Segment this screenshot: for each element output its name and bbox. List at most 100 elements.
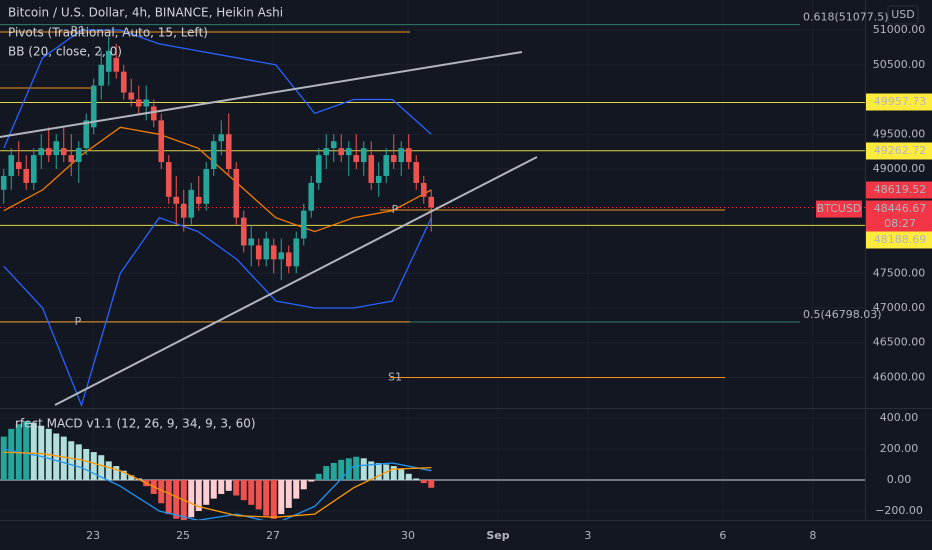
price-tag-label: 48446.67 xyxy=(874,202,927,215)
price-tag-label: 49957.73 xyxy=(874,95,927,108)
fib-label: 0.5(46798.03) xyxy=(803,308,882,321)
price-tag xyxy=(866,93,932,111)
histogram-bar xyxy=(113,466,120,481)
histogram-bar xyxy=(83,449,90,481)
histogram-bar xyxy=(75,444,82,481)
histogram-bar xyxy=(353,456,360,481)
candle-body xyxy=(413,162,420,183)
x-tick-label: 30 xyxy=(401,529,415,542)
indicator-label: Pivots (Traditional, Auto, 15, Left) xyxy=(8,26,208,40)
histogram-bar xyxy=(263,480,270,516)
x-tick-label: Sep xyxy=(486,529,509,542)
histogram-bar xyxy=(233,480,240,496)
histogram-bar xyxy=(188,480,195,518)
histogram-bar xyxy=(420,480,427,484)
x-tick-label: 25 xyxy=(176,529,190,542)
histogram-bar xyxy=(218,480,225,494)
histogram-bar xyxy=(225,480,232,491)
signal-line xyxy=(3,451,432,518)
candle-body xyxy=(210,141,217,170)
candle-body xyxy=(368,155,375,183)
trend-line xyxy=(54,156,538,406)
countdown: 08:27 xyxy=(884,217,916,230)
pivot-label: P xyxy=(392,203,399,216)
candle-body xyxy=(345,148,352,156)
histogram-bar xyxy=(345,458,352,481)
candle-body xyxy=(113,57,120,72)
y-tick-label: 0.00 xyxy=(887,473,912,486)
macd-pane xyxy=(0,421,435,520)
candle-body xyxy=(405,148,412,163)
price-tag-label: 49262.72 xyxy=(874,144,927,157)
pivot-label: S1 xyxy=(388,370,402,383)
candle-body xyxy=(360,148,367,163)
histogram-bar xyxy=(165,480,172,515)
candle-body xyxy=(375,175,382,183)
candle-body xyxy=(255,245,262,260)
candle-body xyxy=(323,148,330,156)
bb-lower xyxy=(3,216,432,408)
histogram-bar xyxy=(98,455,105,481)
histogram-bar xyxy=(203,480,210,505)
histogram-bar xyxy=(68,441,75,481)
price-tag-label: 48619.52 xyxy=(874,183,927,196)
candle-body xyxy=(293,238,300,267)
candle-body xyxy=(8,155,15,176)
price-tag xyxy=(866,142,932,160)
currency-box[interactable] xyxy=(887,5,919,25)
candle-body xyxy=(0,175,7,190)
candle-body xyxy=(150,106,157,121)
trend-line xyxy=(0,51,523,138)
histogram-bar xyxy=(128,475,135,481)
bb-basis xyxy=(3,126,432,233)
histogram-bar xyxy=(8,428,15,481)
candle-body xyxy=(300,210,307,239)
histogram-bar xyxy=(413,478,420,481)
candle-body xyxy=(308,182,315,211)
y-tick-label: 46000.00 xyxy=(873,370,926,383)
price-tag xyxy=(866,200,932,233)
candle-body xyxy=(285,252,292,267)
price-tag xyxy=(866,181,932,199)
histogram-bar xyxy=(323,466,330,481)
price-pane xyxy=(0,24,865,408)
histogram-bar xyxy=(90,452,97,481)
macd-title: rfect MACD v1.1 (12, 26, 9, 34, 9, 3, 60… xyxy=(15,417,256,431)
pivot-label: P xyxy=(75,315,82,328)
histogram-bar xyxy=(240,480,247,501)
chart-title: Bitcoin / U.S. Dollar, 4h, BINANCE, Heik… xyxy=(8,6,283,20)
candle-body xyxy=(278,252,285,260)
symbol-label: BTCUSD xyxy=(817,202,862,215)
axes: 23 25 27 30 Sep 3 6 8 46000.00 46500.00 47000.00 47… xyxy=(71,11,932,542)
y-tick-label: 47000.00 xyxy=(873,301,926,314)
histogram-bar xyxy=(255,480,262,510)
y-tick-label: 50500.00 xyxy=(873,58,926,71)
candle-body xyxy=(233,169,240,218)
histogram-bar xyxy=(278,480,285,515)
y-tick-label: 49000.00 xyxy=(873,162,926,175)
candle-body xyxy=(158,120,165,163)
bb-upper xyxy=(3,29,432,149)
candle-body xyxy=(353,155,360,163)
candle-body xyxy=(420,182,427,197)
histogram-bar xyxy=(315,473,322,481)
candle-body xyxy=(428,196,435,208)
x-tick-label: 27 xyxy=(266,529,280,542)
grid xyxy=(0,479,865,481)
candle-body xyxy=(338,148,345,156)
y-tick-label: 51000.00 xyxy=(873,23,926,36)
x-tick-label: 6 xyxy=(719,529,726,542)
candle-body xyxy=(83,120,90,149)
candle-body xyxy=(105,50,112,72)
x-tick-label: 23 xyxy=(86,529,100,542)
histogram-bar xyxy=(308,480,315,482)
histogram-bar xyxy=(195,480,202,512)
candle-body xyxy=(195,196,202,204)
candle-body xyxy=(218,134,225,142)
histogram-bar xyxy=(390,466,397,481)
candle-body xyxy=(315,155,322,183)
candle-body xyxy=(15,162,22,170)
candle-body xyxy=(45,148,52,156)
candle-body xyxy=(120,71,127,93)
x-tick-label: 8 xyxy=(809,529,816,542)
